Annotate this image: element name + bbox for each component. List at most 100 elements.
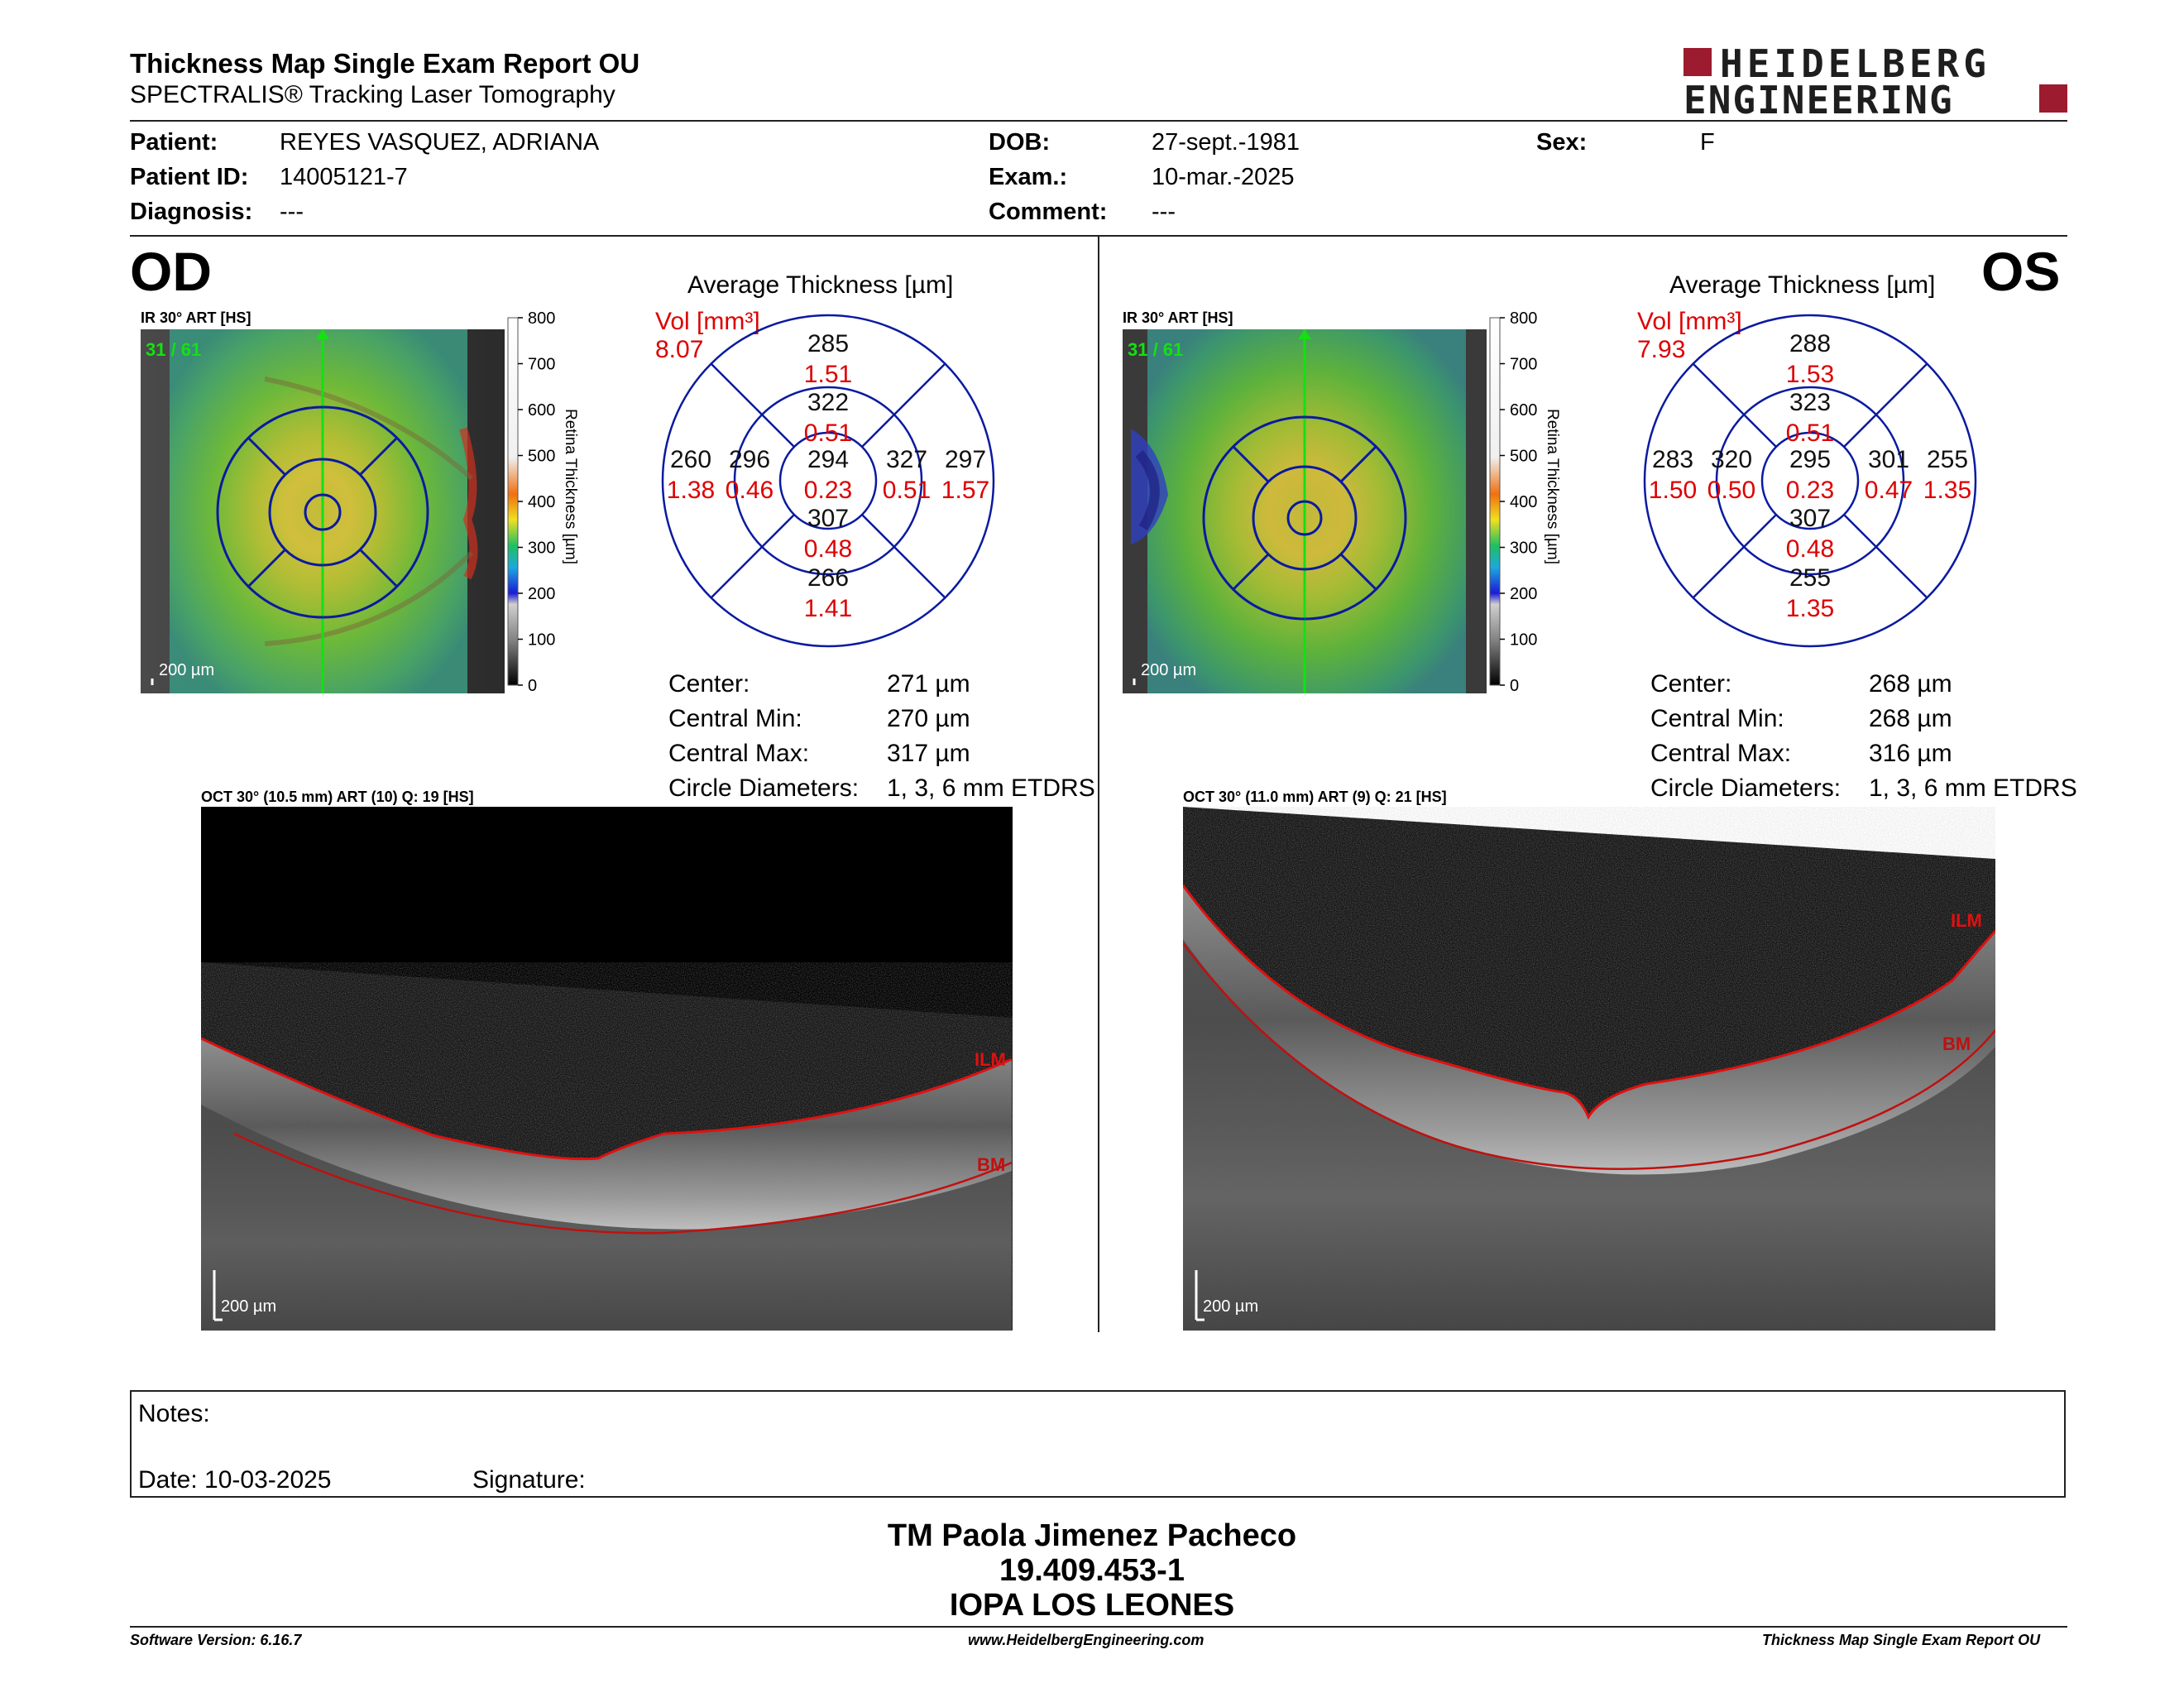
od-ir-label: IR 30° ART [HS] [141,309,251,326]
signer-name: TM Paola Jimenez Pacheco [887,1518,1297,1553]
od-central-max-value: 317 µm [887,740,970,767]
od-average-thickness-title: Average Thickness [µm] [687,271,954,299]
os-colorbar-tick: 400 [1510,493,1537,511]
os-vol-label: Vol [mm³] [1637,308,1742,335]
od-etdrs-outer-sup-thickness: 285 [807,330,849,357]
report-title: Thickness Map Single Exam Report OU [130,48,640,79]
os-colorbar-tick: 600 [1510,401,1537,420]
od-colorbar-label: Retina Thickness [µm] [562,409,579,564]
diagnosis-value: --- [280,199,304,225]
od-circle-diameters-label: Circle Diameters: [668,774,860,802]
od-center-value: 271 µm [887,670,970,698]
od-map-etdrs-grid [216,405,429,619]
os-etdrs-outer-inf-volume: 1.35 [1786,595,1834,622]
os-circle-diameters-value: 1, 3, 6 mm ETDRS [1869,774,2077,802]
od-center-label: Center: [668,670,750,698]
dob-label: DOB: [989,129,1051,156]
od-etdrs-outer-right-thickness: 297 [945,446,986,473]
od-colorbar-tick: 700 [528,356,555,374]
notes-signature: Signature: [472,1466,586,1494]
os-etdrs-inner-right-thickness: 301 [1868,446,1909,473]
od-colorbar: 800 700 600 500 400 300 200 100 0 Retina Thickne… [507,309,579,695]
os-etdrs-chart: 295 0.23 323 0.51 307 0.48 320 0.50 301 0.47 288 1.… [1643,314,1977,648]
os-central-min-label: Central Min: [1650,705,1784,732]
exam-label: Exam.: [989,164,1068,190]
os-map-scalebar: 200 µm [1141,661,1196,679]
od-slice-label: 31 / 61 [146,339,201,360]
logo-line2: ENGINEERING [1684,78,1954,122]
patient-id-label: Patient ID: [130,164,249,190]
od-etdrs-inner-left-thickness: 296 [729,446,770,473]
od-colorbar-tick: 500 [528,448,555,466]
os-etdrs-outer-right-thickness: 255 [1927,446,1968,473]
os-etdrs-inner-left-volume: 0.50 [1707,477,1755,504]
od-central-min-value: 270 µm [887,705,970,732]
od-etdrs-inner-inf-volume: 0.48 [804,535,852,563]
website-link[interactable]: www.HeidelbergEngineering.com [968,1632,1205,1648]
os-colorbar-tick: 300 [1510,539,1537,558]
footer-divider [130,1626,2067,1628]
od-colorbar-tick: 100 [528,631,555,650]
signer-rut: 19.409.453-1 [999,1553,1185,1588]
os-etdrs-outer-left-thickness: 283 [1652,446,1693,473]
comment-value: --- [1152,199,1176,225]
od-eye-label: OD [130,241,212,302]
od-oct-label: OCT 30° (10.5 mm) ART (10) Q: 19 [HS] [201,789,474,805]
os-center-value: 268 µm [1869,670,1952,698]
footer-report-name: Thickness Map Single Exam Report OU [1762,1632,2041,1648]
report-subtitle: SPECTRALIS® Tracking Laser Tomography [130,81,615,108]
od-etdrs-center-volume: 0.23 [804,477,852,504]
os-etdrs-inner-sup-thickness: 323 [1789,389,1831,416]
os-center-label: Center: [1650,670,1732,698]
notes-box: Notes: Date: 10-03-2025 Signature: [130,1390,2066,1498]
os-colorbar-tick: 100 [1510,631,1537,650]
od-map-scalebar: 200 µm [159,661,214,679]
os-etdrs-inner-left-thickness: 320 [1711,446,1752,473]
notes-label: Notes: [138,1400,210,1427]
os-oct-scalebar: 200 µm [1203,1297,1258,1316]
eye-divider [1098,237,1099,1332]
od-etdrs-inner-sup-volume: 0.51 [804,420,852,447]
od-circle-diameters-value: 1, 3, 6 mm ETDRS [887,774,1095,802]
os-etdrs-outer-sup-volume: 1.53 [1786,361,1834,388]
os-colorbar-label: Retina Thickness [µm] [1544,409,1561,564]
os-bm-label: BM [1942,1033,1971,1054]
od-bm-label: BM [977,1154,1005,1175]
od-etdrs-outer-left-thickness: 260 [670,446,711,473]
od-etdrs-inner-sup-thickness: 322 [807,389,849,416]
od-etdrs-outer-right-volume: 1.57 [941,477,989,504]
os-circle-diameters-label: Circle Diameters: [1650,774,1842,802]
os-ilm-label: ILM [1951,910,1982,931]
os-oct-bscan: ILM BM 200 µm [1183,807,1995,1331]
od-oct-bscan: ILM BM 200 µm [201,807,1013,1331]
patient-label: Patient: [130,129,218,156]
od-colorbar-tick: 0 [528,677,537,695]
od-etdrs-chart: 294 0.23 322 0.51 307 0.48 296 0.46 327 0.51 285 1.… [661,314,995,648]
os-etdrs-outer-right-volume: 1.35 [1923,477,1971,504]
os-vol-value: 7.93 [1637,336,1686,363]
os-etdrs-inner-sup-volume: 0.51 [1786,420,1834,447]
os-eye-label: OS [1981,241,2061,302]
os-etdrs-outer-sup-thickness: 288 [1789,330,1831,357]
os-central-max-label: Central Max: [1650,740,1792,767]
os-slice-label: 31 / 61 [1128,339,1183,360]
os-colorbar-tick: 200 [1510,585,1537,603]
os-etdrs-inner-inf-volume: 0.48 [1786,535,1834,563]
os-etdrs-center-thickness: 295 [1789,446,1831,473]
od-etdrs-outer-sup-volume: 1.51 [804,361,852,388]
notes-date: Date: 10-03-2025 [138,1466,332,1494]
comment-label: Comment: [989,199,1108,225]
od-etdrs-center-thickness: 294 [807,446,849,473]
od-etdrs-outer-left-volume: 1.38 [667,477,715,504]
sex-value: F [1700,129,1715,156]
sex-label: Sex: [1536,129,1588,156]
exam-value: 10-mar.-2025 [1152,164,1295,190]
od-thickness-map: 31 / 61 200 µm [141,329,505,693]
os-etdrs-inner-inf-thickness: 307 [1789,505,1831,532]
os-etdrs-center-volume: 0.23 [1786,477,1834,504]
os-ir-label: IR 30° ART [HS] [1123,309,1233,326]
od-colorbar-tick: 300 [528,539,555,558]
patient-name: REYES VASQUEZ, ADRIANA [280,129,600,156]
od-etdrs-inner-left-volume: 0.46 [726,477,774,504]
od-oct-scalebar: 200 µm [221,1297,276,1316]
